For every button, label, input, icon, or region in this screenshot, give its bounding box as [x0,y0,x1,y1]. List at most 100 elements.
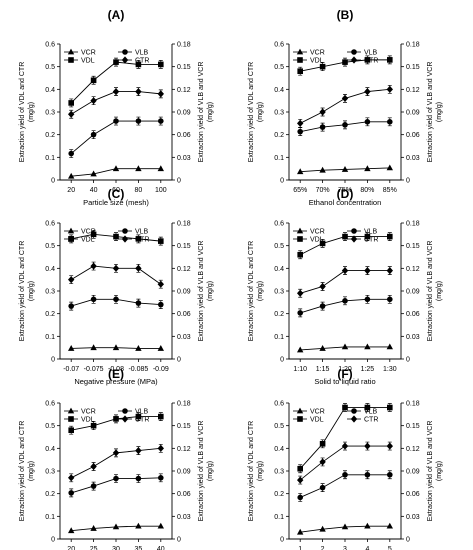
right-tick-label: 0.18 [406,42,420,49]
data-point-vcr [157,165,164,172]
axes-frame [59,223,173,360]
x-tick-label: 1:10 [293,366,307,373]
data-point-vcr [90,525,97,531]
left-tick-label: 0.4 [45,266,55,273]
data-point-vdl [319,63,326,70]
right-tick-label: 0.03 [177,155,191,162]
data-point-ctr [157,280,164,288]
left-tick-label: 0 [280,178,284,185]
right-tick-label: 0.18 [406,221,420,228]
left-tick-label: 0.3 [45,469,55,476]
data-point-vcr [135,522,142,529]
data-point-ctr [68,474,75,482]
legend-marker [121,56,129,64]
left-axis-unit: (mg/g) [28,281,35,301]
data-point-vlb [68,150,74,157]
data-point-vlb [90,483,97,489]
data-point-vlb [90,131,97,138]
x-axis-label: Ethanol concentration [309,198,382,207]
data-point-ctr [386,267,393,275]
data-point-vcr [112,344,120,351]
x-tick-label: 35 [135,546,143,550]
data-point-vcr [364,343,371,350]
right-axis-unit: (mg/g) [436,102,443,122]
left-tick-label: 0.2 [274,132,284,139]
data-point-ctr [364,88,371,96]
data-point-vlb [387,119,393,125]
right-tick-label: 0.09 [406,110,420,117]
data-point-vlb [113,296,119,303]
legend-label: CTR [135,58,149,65]
left-tick-label: 0 [51,178,55,185]
data-point-ctr [135,447,142,455]
right-tick-label: 0.06 [406,491,420,498]
data-point-ctr [68,110,75,118]
legend-label: VLB [364,229,378,236]
right-tick-label: 0 [177,357,181,364]
legend-label: VLB [135,409,149,416]
legend-label: VDL [310,237,324,244]
data-point-vcr [341,523,349,530]
left-tick-label: 0.6 [274,221,284,228]
left-tick-label: 0.6 [45,42,55,49]
right-axis-label: Extraction yield of VLB and VCR [198,241,205,342]
left-tick-label: 0.2 [45,491,55,498]
right-tick-label: 0 [406,537,410,544]
right-tick-label: 0.09 [177,110,191,117]
left-tick-label: 0 [51,537,55,544]
left-tick-label: 0.1 [274,155,284,162]
right-tick-label: 0.09 [406,289,420,296]
chart-panel-d: (D) VCR VLB VDL CTR 0 0.1 0.2 0.3 0.4 0.5 0.6 0 0.03 0… [248,187,443,386]
data-point-vlb [158,301,164,308]
left-axis-unit: (mg/g) [257,461,264,481]
data-point-vlb [68,303,74,309]
left-tick-label: 0.2 [45,311,55,318]
right-tick-label: 0.18 [177,401,191,408]
legend-marker [67,48,75,55]
legend-label: CTR [364,417,378,424]
data-point-vdl [90,422,97,429]
data-point-vcr [386,522,393,529]
data-point-vlb [297,310,304,316]
data-point-vlb [319,303,326,309]
x-axis-label: Particle size (mesh) [83,198,149,207]
data-point-vcr [112,523,120,530]
left-tick-label: 0.1 [45,155,55,162]
data-point-ctr [90,97,97,105]
data-point-vdl [135,413,142,420]
right-tick-label: 0.18 [406,401,420,408]
legend-marker [350,235,358,243]
data-point-vcr [319,525,326,532]
right-tick-label: 0.15 [406,64,420,71]
data-point-ctr [364,267,371,275]
data-point-vlb [297,494,304,501]
legend-label: VCR [310,50,325,57]
legend-label: VDL [81,58,95,65]
x-tick-label: 5 [388,546,392,550]
legend-marker [297,57,303,63]
x-tick-label: 25 [90,546,98,550]
data-point-ctr [112,264,120,272]
right-tick-label: 0 [177,537,181,544]
x-tick-label: 65% [293,187,307,194]
right-tick-label: 0.18 [177,221,191,228]
legend-label: VDL [81,237,95,244]
chart-panel-c: (C) VCR VLB VDL CTR 0 0.1 0.2 0.3 0.4 0.5 0.6 0 0.03 0… [19,187,214,386]
legend-marker [351,408,357,414]
legend-marker [296,227,304,234]
right-tick-label: 0.06 [177,311,191,318]
data-point-ctr [364,442,371,450]
right-tick-label: 0.03 [177,514,191,521]
chart-panel-a: (A) VCR VLB VDL CTR 0 0.1 0.2 0.3 0.4 0.5 0.6 0 0.03 0… [19,8,214,207]
data-point-vdl [135,236,142,242]
data-point-ctr [341,442,349,450]
data-point-ctr [297,119,304,127]
left-tick-label: 0.3 [45,289,55,296]
right-tick-label: 0.09 [177,469,191,476]
data-point-vcr [364,165,371,172]
data-point-vdl [342,404,348,411]
legend-label: CTR [364,237,378,244]
data-point-ctr [112,449,120,457]
left-axis-label: Extraction yield of VDL and CTR [248,241,255,342]
right-tick-label: 0 [177,178,181,185]
